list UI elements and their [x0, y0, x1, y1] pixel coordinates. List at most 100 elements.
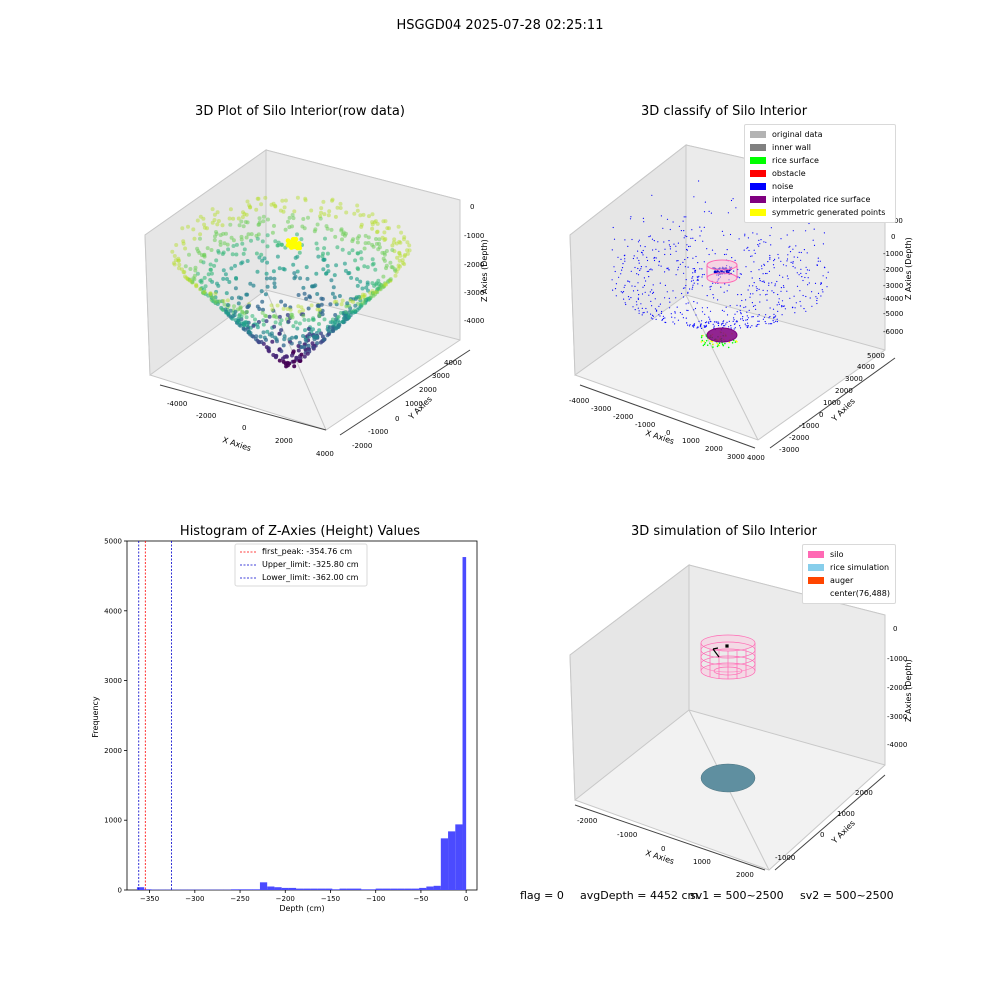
legend-swatch	[750, 183, 766, 190]
raw-point	[356, 267, 361, 272]
simulation-ytick: -1000	[775, 854, 795, 862]
raw-point	[206, 272, 211, 277]
classify-surface-point	[727, 346, 730, 349]
raw-point	[372, 220, 377, 225]
raw-point	[363, 233, 368, 238]
classify-noise-point	[693, 326, 695, 328]
classify-noise-point	[824, 267, 826, 269]
raw-point	[347, 251, 352, 256]
raw-point	[186, 224, 190, 229]
legend-label: original data	[772, 130, 823, 139]
raw-point	[237, 223, 242, 228]
raw-point	[239, 219, 244, 224]
classify-noise-point	[717, 299, 719, 301]
classify-noise-point	[651, 305, 653, 307]
raw-point	[187, 252, 191, 257]
classify-noise-point	[761, 265, 763, 267]
classify-noise-point	[752, 305, 755, 307]
classify-dense-noise-point	[720, 270, 722, 272]
classify-noise-point	[692, 257, 694, 259]
classify-noise-point	[613, 266, 615, 268]
raw-point	[296, 348, 301, 353]
raw-point	[236, 216, 241, 221]
classify-noise-point	[613, 238, 616, 240]
classify-noise-point	[627, 280, 629, 282]
classify-surface-point	[709, 342, 711, 345]
classify-noise-point	[630, 216, 632, 218]
raw-point	[309, 208, 314, 213]
classify-noise-point	[721, 230, 723, 232]
classify-noise-point	[687, 309, 689, 312]
classify-noise-point	[652, 315, 654, 317]
classify-noise-point	[796, 272, 798, 274]
raw-ztick: 0	[470, 203, 474, 211]
classify-noise-point	[692, 284, 694, 286]
raw-point	[326, 213, 331, 218]
classify-noise-point	[701, 276, 703, 278]
classify-noise-point	[715, 321, 717, 323]
classify-noise-point	[744, 233, 746, 235]
raw-point	[370, 257, 375, 262]
raw-point	[264, 314, 269, 319]
classify-noise-point	[811, 291, 813, 293]
classify-noise-point	[728, 320, 730, 322]
raw-point	[391, 240, 396, 245]
classify-noise-point	[773, 260, 775, 262]
classify-xtick: 0	[666, 429, 670, 437]
classify-noise-point	[637, 298, 639, 300]
classify-panel-title: 3D classify of Silo Interior	[640, 104, 808, 119]
raw-ytick: -2000	[352, 442, 372, 450]
classify-noise-point	[782, 264, 785, 266]
classify-noise-point	[636, 257, 638, 259]
classify-noise-point	[634, 285, 636, 287]
classify-z-ticks: 1000 0 -1000 -2000 -3000 -4000 -5000 -60…	[883, 217, 903, 336]
classify-surface-point	[728, 341, 731, 344]
classify-noise-point	[763, 281, 765, 283]
classify-noise-point	[792, 306, 794, 308]
classify-noise-point	[747, 322, 749, 324]
raw-point	[182, 270, 187, 274]
raw-point	[296, 344, 301, 348]
classify-noise-point	[642, 249, 644, 252]
classify-noise-point	[787, 254, 789, 256]
legend-label: inner wall	[772, 143, 812, 152]
classify-ztick: -3000	[883, 282, 903, 290]
classify-noise-point	[756, 290, 758, 292]
raw-point	[181, 270, 186, 275]
classify-noise-point	[728, 326, 730, 328]
raw-point	[364, 285, 369, 290]
classify-noise-point	[728, 284, 730, 286]
classify-noise-point	[693, 324, 695, 326]
raw-point	[220, 223, 225, 228]
raw-point	[397, 250, 402, 255]
raw-point	[295, 195, 300, 200]
classify-noise-point	[700, 230, 702, 232]
classify-noise-point	[697, 279, 699, 281]
raw-point	[333, 313, 338, 317]
raw-point	[338, 206, 343, 210]
classify-noise-point	[722, 322, 724, 324]
raw-point	[265, 260, 270, 265]
classify-noise-point	[713, 297, 715, 299]
raw-point	[351, 237, 356, 242]
classify-noise-point	[670, 253, 672, 255]
raw-point	[334, 263, 339, 268]
raw-point	[374, 281, 379, 286]
classify-noise-point	[678, 225, 680, 227]
classify-noise-point	[808, 269, 810, 271]
raw-point	[374, 289, 379, 294]
raw-point	[397, 251, 402, 256]
classify-noise-point	[773, 267, 775, 269]
raw-point	[293, 255, 298, 260]
classify-noise-point	[687, 302, 689, 304]
classify-noise-point	[778, 303, 780, 305]
raw-point	[347, 315, 352, 320]
raw-point	[188, 278, 193, 283]
classify-noise-point	[623, 298, 625, 300]
classify-noise-point	[658, 314, 660, 316]
classify-noise-point	[724, 283, 726, 285]
classify-noise-point	[786, 290, 788, 292]
classify-noise-point	[746, 315, 748, 317]
raw-ztick: -2000	[464, 261, 484, 269]
histogram-bar	[296, 888, 304, 890]
